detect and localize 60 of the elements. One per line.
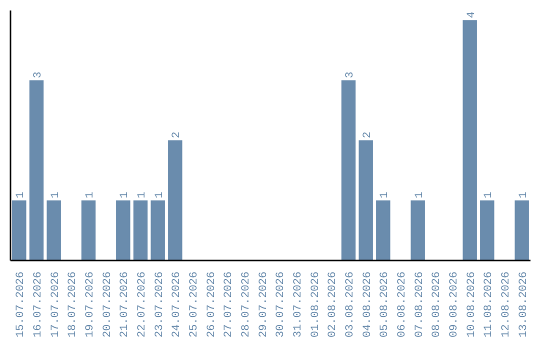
x-tick-label: 19.07.2026	[84, 271, 96, 338]
x-tick-label: 05.08.2026	[379, 271, 392, 338]
bar	[116, 200, 130, 260]
bar	[81, 200, 96, 260]
x-tick-label: 21.07.2026	[119, 271, 132, 338]
data-label: 1	[84, 191, 96, 198]
bar	[358, 140, 373, 260]
x-tick-label: 16.07.2026	[32, 271, 44, 338]
x-tick-label: 24.07.2026	[171, 271, 184, 338]
bar	[341, 80, 356, 260]
x-tick-label: 04.08.2026	[362, 271, 374, 338]
data-label: 1	[119, 191, 132, 198]
x-tick-label: 28.07.2026	[240, 271, 252, 338]
data-label: 1	[518, 191, 530, 198]
x-tick-label: 12.08.2026	[500, 271, 512, 338]
data-label: 1	[414, 191, 426, 198]
bar	[133, 200, 148, 260]
data-label: 1	[379, 191, 392, 198]
x-tick-label: 09.08.2026	[448, 271, 460, 338]
data-label: 1	[154, 191, 166, 198]
x-tick-label: 20.07.2026	[102, 271, 114, 338]
bar	[514, 200, 529, 260]
x-tick-label: 18.07.2026	[67, 271, 80, 338]
x-tick-label: 08.08.2026	[431, 271, 444, 338]
x-tick-label: 31.07.2026	[292, 271, 304, 338]
data-label: 1	[136, 191, 148, 198]
bar	[376, 200, 390, 260]
bar	[150, 200, 165, 260]
x-tick-label: 15.07.2026	[15, 271, 28, 338]
data-label: 3	[32, 72, 44, 78]
x-tick-label: 29.07.2026	[258, 271, 270, 338]
data-label: 1	[483, 191, 496, 198]
data-label: 2	[362, 132, 374, 138]
bar	[480, 200, 494, 260]
x-tick-label: 06.08.2026	[396, 271, 408, 338]
bar	[12, 200, 26, 260]
bar	[168, 140, 182, 260]
bar	[462, 20, 477, 260]
data-label: 1	[15, 191, 28, 198]
x-tick-label: 22.07.2026	[136, 271, 148, 338]
bar	[29, 80, 44, 260]
bar	[410, 200, 425, 260]
data-label: 1	[50, 191, 62, 198]
x-tick-label: 25.07.2026	[188, 271, 200, 338]
x-tick-label: 23.07.2026	[154, 271, 166, 338]
x-tick-label: 03.08.2026	[344, 271, 356, 338]
data-label: 4	[466, 11, 478, 18]
x-tick-label: 26.07.2026	[206, 271, 218, 338]
x-tick-label: 07.08.2026	[414, 271, 426, 338]
x-tick-label: 10.08.2026	[466, 271, 478, 338]
x-tick-label: 11.08.2026	[483, 271, 496, 338]
x-tick-label: 27.07.2026	[223, 271, 236, 338]
x-tick-label: 01.08.2026	[310, 271, 322, 338]
data-label: 2	[171, 132, 184, 138]
x-tick-label: 02.08.2026	[327, 271, 340, 338]
bar	[46, 200, 61, 260]
x-tick-label: 13.08.2026	[518, 271, 530, 338]
x-tick-label: 30.07.2026	[275, 271, 288, 338]
x-tick-label: 17.07.2026	[50, 271, 62, 338]
data-label: 3	[344, 72, 356, 78]
